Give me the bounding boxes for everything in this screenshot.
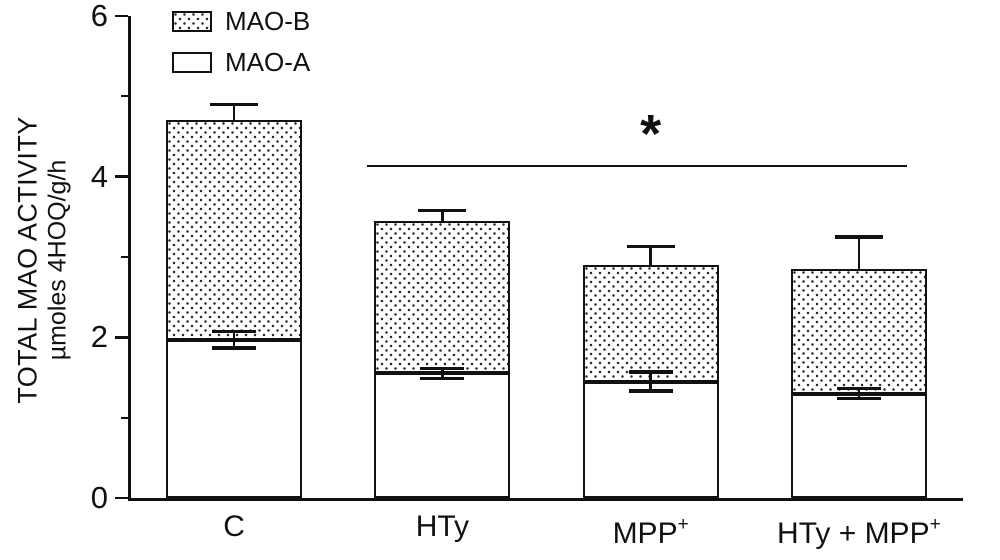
mao-a-error-cap-top-HTy + MPP+ — [836, 386, 881, 391]
y-major-tick — [115, 336, 128, 339]
x-category-label-sup: + — [929, 514, 941, 535]
y-major-tick — [115, 496, 128, 500]
bar-segment-mao-b-C — [166, 120, 303, 340]
significance-line — [367, 164, 907, 168]
bar-segment-mao-b-MPP+ — [582, 265, 719, 382]
bar-segment-mao-a-MPP+ — [582, 381, 719, 498]
y-major-tick — [115, 14, 128, 18]
bar-segment-mao-a-HTy + MPP+ — [790, 393, 927, 498]
y-minor-tick — [121, 416, 128, 419]
mao-a-error-vline-HTy + MPP+ — [857, 388, 861, 399]
total-error-cap-MPP+ — [626, 244, 675, 249]
x-category-label-text: MPP — [612, 517, 678, 550]
mao-a-error-cap-top-C — [212, 329, 257, 334]
total-error-cap-HTy — [418, 208, 467, 213]
legend-swatch-mao-b-pattern — [172, 11, 212, 32]
legend-item-mao-b: MAO-B — [172, 6, 310, 37]
x-category-label-text: HTy — [415, 510, 470, 543]
y-tick-label: 4 — [90, 158, 108, 194]
legend-label-mao-b: MAO-B — [225, 6, 311, 36]
mao-a-error-cap-top-HTy — [420, 366, 465, 371]
mao-a-error-cap-bottom-C — [212, 346, 257, 350]
y-tick-label: 2 — [90, 319, 108, 355]
y-minor-tick — [121, 256, 128, 258]
total-error-cap-C — [210, 102, 259, 107]
x-category-label-text: HTy + MPP — [777, 517, 930, 550]
significance-asterisk: * — [640, 103, 662, 164]
y-minor-tick — [121, 95, 128, 98]
bar-segment-mao-a-HTy — [374, 373, 511, 498]
mao-a-error-vline-C — [232, 331, 236, 348]
total-error-vline-C — [232, 104, 236, 121]
total-error-vline-HTy + MPP+ — [857, 236, 861, 270]
mao-a-error-vline-MPP+ — [649, 371, 652, 392]
mao-a-error-cap-bottom-HTy — [420, 376, 465, 381]
y-major-tick — [115, 175, 128, 178]
mao-a-error-vline-HTy — [441, 368, 444, 379]
legend: MAO-B MAO-A — [172, 6, 310, 78]
total-error-vline-HTy — [441, 210, 444, 221]
bar-segment-mao-b-HTy — [374, 220, 511, 374]
x-axis-line — [128, 498, 963, 501]
y-tick-label: 6 — [90, 0, 108, 33]
x-category-label-MPP+: MPP+ — [541, 510, 761, 551]
legend-item-mao-a: MAO-A — [172, 47, 310, 78]
y-axis-line — [128, 16, 131, 501]
x-category-label-sup: + — [677, 514, 689, 535]
x-category-label-text: C — [223, 510, 245, 543]
bar-segment-mao-a-C — [166, 339, 303, 498]
legend-swatch-mao-a-open — [172, 52, 212, 73]
x-category-label-C: C — [124, 510, 344, 544]
x-category-label-HTy + MPP+: HTy + MPP+ — [749, 510, 969, 551]
mao-a-error-cap-top-MPP+ — [628, 370, 673, 374]
mao-a-error-cap-bottom-MPP+ — [628, 389, 673, 393]
y-tick-label: 0 — [90, 480, 108, 515]
legend-label-mao-a: MAO-A — [225, 47, 311, 77]
mao-a-error-cap-bottom-HTy + MPP+ — [836, 396, 881, 401]
x-category-label-HTy: HTy — [332, 510, 552, 544]
total-error-cap-HTy + MPP+ — [834, 235, 883, 239]
total-error-vline-MPP+ — [649, 246, 652, 266]
bar-segment-mao-b-HTy + MPP+ — [790, 269, 927, 394]
